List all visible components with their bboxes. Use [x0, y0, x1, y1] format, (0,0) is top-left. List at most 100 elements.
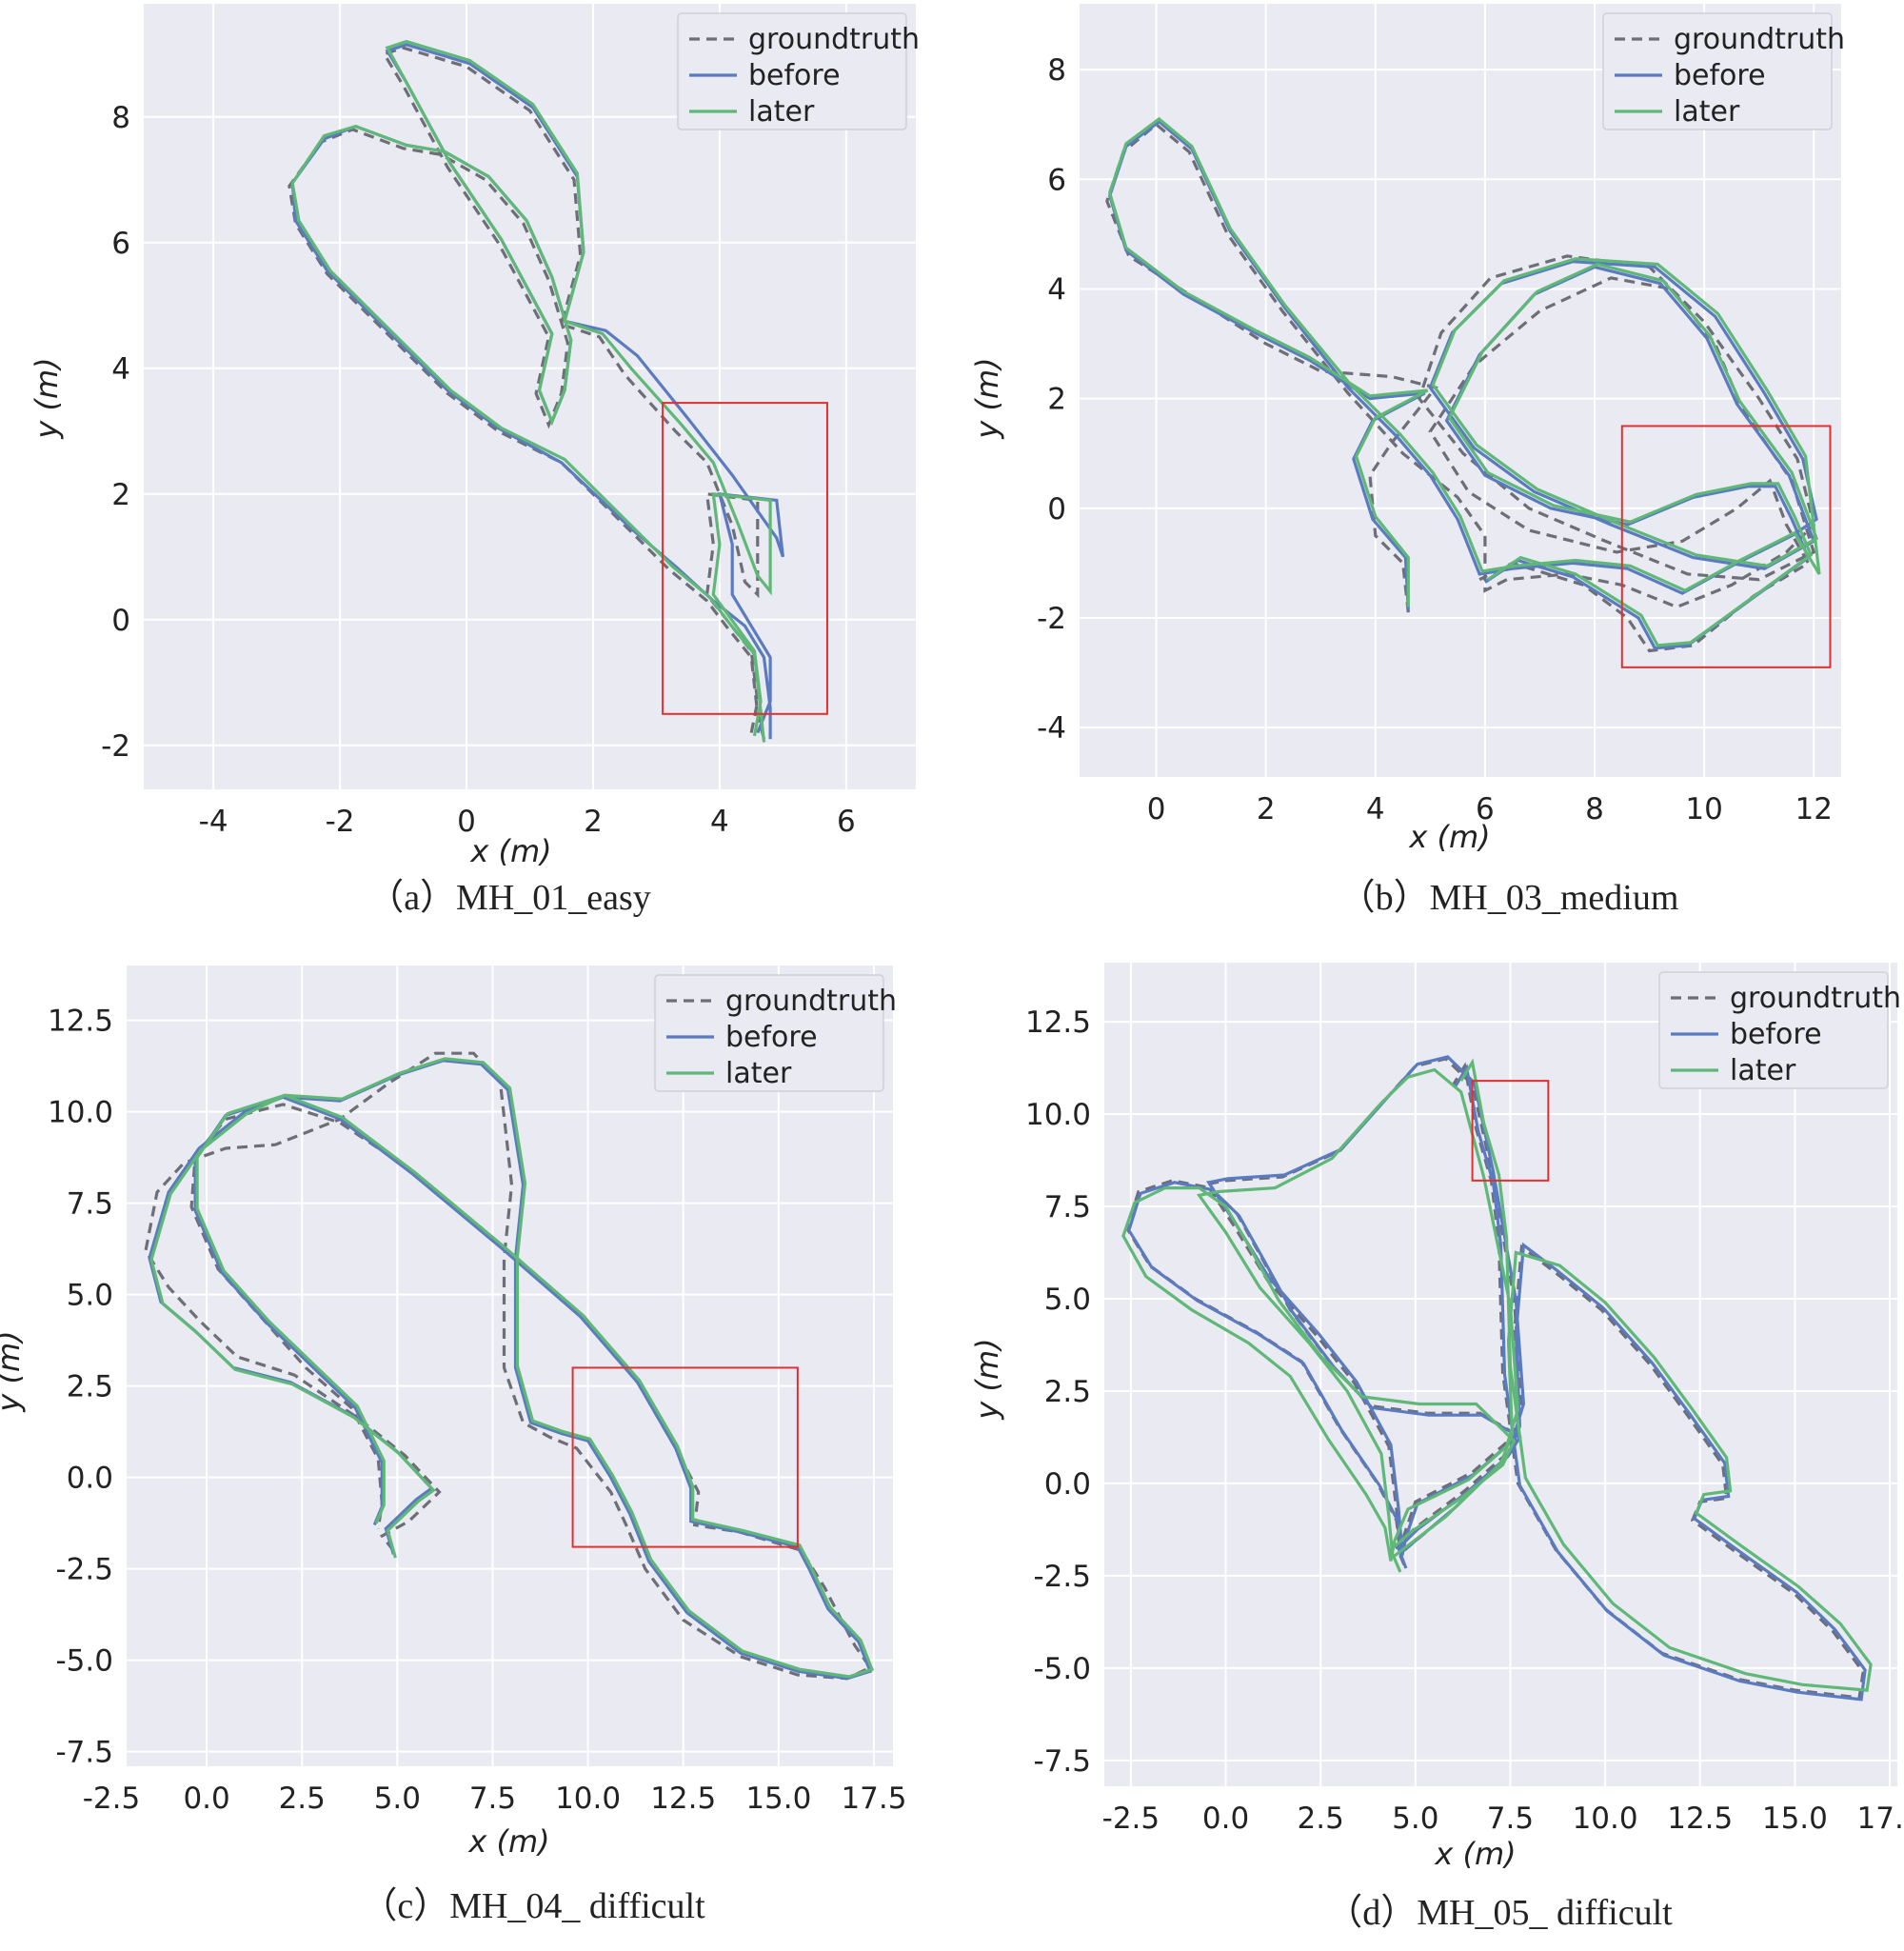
series-line-before: [1127, 1055, 1867, 1702]
y-tick-label: -7.5: [1034, 1744, 1092, 1779]
y-tick-label: 7.5: [1044, 1190, 1091, 1224]
y-tick-label: 8: [111, 101, 130, 135]
legend-label-before: before: [725, 1021, 818, 1054]
x-tick-label: -4: [199, 805, 228, 839]
x-tick-label: 12.5: [1667, 1802, 1733, 1836]
x-tick-label: 17.5: [841, 1782, 906, 1816]
legend-label-later: later: [748, 95, 815, 129]
subplot-caption: （c）MH_04_ difficult: [361, 1886, 705, 1926]
legend-box: [654, 974, 884, 1092]
legend-label-groundtruth: groundtruth: [725, 985, 897, 1018]
x-tick-label: 15.0: [745, 1782, 811, 1816]
x-tick-label: 2.5: [1298, 1802, 1344, 1836]
x-tick-label: 12: [1795, 792, 1832, 826]
plot-area: [144, 4, 916, 789]
y-tick-label: 10.0: [48, 1096, 113, 1130]
legend-label-later: later: [1730, 1054, 1796, 1087]
y-tick-label: 2: [111, 478, 130, 512]
y-tick-label: 5.0: [67, 1279, 113, 1313]
x-tick-label: 10: [1685, 792, 1722, 826]
plot-area: [1104, 963, 1897, 1786]
legend-box: [677, 12, 907, 130]
subplot-c: -2.5 0.0 2.5 5.0 7.5 10.0 12.5 15.0 17.5 -7.5 -5.0…: [0, 966, 906, 1926]
subplot-b: 0 2 4 6 8 10 12 -4 -2 0 2 4 6 8 groundtruthbeforelater…: [969, 4, 1845, 918]
y-tick-label: -2.5: [56, 1553, 114, 1587]
y-axis-label: y (m): [969, 1338, 1005, 1420]
series-line-later: [1108, 116, 1821, 647]
x-tick-label: 6: [837, 805, 856, 839]
legend-label-before: before: [748, 59, 841, 92]
x-tick-label: 12.5: [650, 1782, 716, 1816]
legend-label-groundtruth: groundtruth: [1730, 982, 1901, 1015]
x-tick-label: 15.0: [1762, 1802, 1828, 1836]
y-tick-label: 10.0: [1025, 1098, 1091, 1132]
legend-box: [1602, 12, 1833, 130]
highlight-box: [662, 402, 828, 715]
x-tick-label: 0: [1147, 792, 1166, 826]
legend-label-later: later: [1674, 95, 1740, 129]
highlight-box: [571, 1366, 799, 1548]
subplot-d: -2.5 0.0 2.5 5.0 7.5 10.0 12.5 15.0 17.5 -7.5 -5.0…: [969, 963, 1904, 1933]
x-tick-label: -2.5: [1102, 1802, 1160, 1836]
x-tick-label: 8: [1585, 792, 1604, 826]
y-tick-label: -2: [1037, 602, 1066, 636]
y-tick-label: -5.0: [1034, 1652, 1092, 1686]
x-tick-label: 5.0: [1392, 1802, 1438, 1836]
subplot-caption: （a）MH_01_easy: [367, 878, 651, 918]
legend-label-before: before: [1730, 1018, 1822, 1051]
legend-label-later: later: [725, 1057, 792, 1090]
x-tick-label: 5.0: [374, 1782, 421, 1816]
subplot-caption: （d）MH_05_ difficult: [1326, 1893, 1673, 1933]
x-tick-label: 17.5: [1857, 1802, 1904, 1836]
y-tick-label: 8: [1047, 53, 1066, 88]
y-tick-label: 4: [111, 352, 130, 387]
x-tick-label: -2: [326, 805, 355, 839]
x-tick-label: 0.0: [1202, 1802, 1249, 1836]
x-axis-label: x (m): [469, 833, 551, 869]
y-axis-label: y (m): [969, 357, 1005, 439]
y-tick-label: 0.0: [67, 1462, 113, 1496]
y-axis-label: y (m): [0, 1330, 27, 1412]
y-tick-label: -7.5: [56, 1736, 114, 1770]
series-line-later: [149, 1057, 875, 1679]
y-tick-label: 4: [1047, 272, 1066, 307]
legend-label-groundtruth: groundtruth: [1674, 23, 1845, 56]
legend-box: [1658, 971, 1889, 1089]
y-tick-label: 0: [111, 604, 130, 638]
y-tick-label: 2.5: [1044, 1375, 1091, 1409]
x-tick-label: 2: [1257, 792, 1276, 826]
y-tick-label: -5.0: [56, 1644, 114, 1679]
y-axis-label: y (m): [29, 357, 65, 439]
y-tick-label: 7.5: [67, 1187, 113, 1222]
y-tick-label: 12.5: [1025, 1005, 1091, 1040]
x-axis-label: x (m): [1434, 1836, 1516, 1872]
y-tick-label: 2: [1047, 383, 1066, 417]
x-tick-label: -2.5: [83, 1782, 141, 1816]
x-axis-label: x (m): [467, 1823, 549, 1860]
x-tick-label: 10.0: [1573, 1802, 1638, 1836]
series-line-later: [1121, 1058, 1873, 1692]
highlight-box: [1620, 425, 1832, 668]
legend-label-before: before: [1674, 59, 1766, 92]
y-tick-label: 0.0: [1044, 1467, 1091, 1502]
y-tick-label: 6: [1047, 163, 1066, 197]
y-tick-label: 6: [111, 227, 130, 261]
series-line-groundtruth: [288, 46, 766, 740]
series-line-groundtruth: [144, 1051, 873, 1681]
y-tick-label: -4: [1037, 711, 1066, 746]
x-tick-label: 7.5: [1487, 1802, 1534, 1836]
x-tick-label: 6: [1476, 792, 1495, 826]
x-axis-label: x (m): [1408, 819, 1490, 855]
x-tick-label: 0: [457, 805, 476, 839]
x-tick-label: 0.0: [183, 1782, 229, 1816]
subplot-caption: （b）MH_03_medium: [1339, 878, 1679, 918]
x-tick-label: 4: [710, 805, 729, 839]
x-tick-label: 4: [1366, 792, 1385, 826]
x-tick-label: 7.5: [469, 1782, 516, 1816]
y-tick-label: 5.0: [1044, 1283, 1091, 1317]
x-tick-label: 10.0: [555, 1782, 621, 1816]
x-tick-label: 2.5: [279, 1782, 326, 1816]
highlight-box: [1471, 1080, 1550, 1182]
